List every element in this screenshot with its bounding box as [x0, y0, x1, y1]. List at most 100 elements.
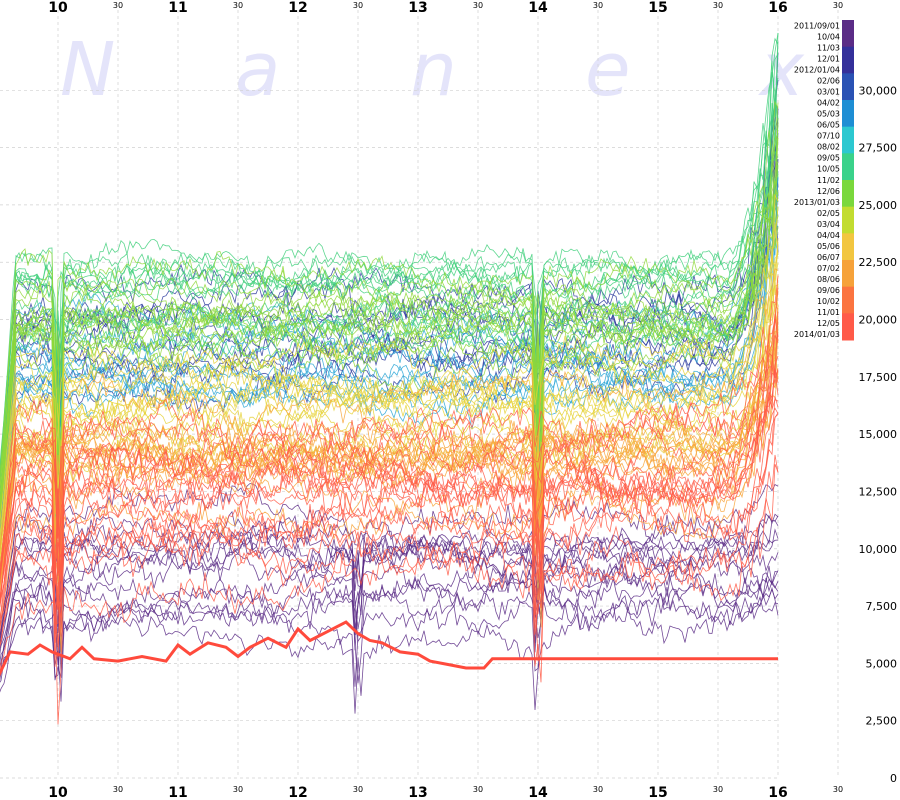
legend-color-swatch [842, 126, 854, 154]
series-line [0, 407, 779, 659]
series-layer [0, 32, 779, 725]
legend-label: 2012/01/04 [794, 65, 840, 74]
x-axis-top: 10 11 12 13 14 15 16 30 30 30 30 30 30 30 [48, 0, 843, 16]
y-tick-label: 12,500 [859, 485, 898, 498]
series-line [0, 274, 779, 583]
legend-label: 11/02 [817, 176, 840, 185]
series-line [0, 193, 779, 537]
legend-label: 10/04 [817, 32, 840, 41]
legend-label: 06/05 [817, 121, 840, 130]
x-tick-label-bottom: 10 [48, 785, 68, 800]
series-line [0, 206, 779, 549]
legend-label: 12/06 [817, 187, 840, 196]
series-line [0, 367, 779, 637]
series-line [0, 253, 779, 548]
series-line [0, 371, 779, 653]
legend-label: 06/07 [817, 253, 840, 262]
x-tick-label-top: 12 [288, 0, 307, 16]
series-line [0, 222, 779, 526]
legend-label: 2013/01/03 [794, 198, 840, 207]
x-half-tick-bottom: 30 [833, 785, 843, 794]
x-half-tick-top: 30 [473, 1, 483, 10]
y-tick-label: 7,500 [866, 600, 898, 613]
x-tick-label-top: 11 [168, 0, 187, 16]
x-half-tick-top: 30 [593, 1, 603, 10]
series-line [0, 328, 779, 581]
series-line [0, 340, 779, 591]
series-line [0, 316, 779, 585]
series-line [0, 463, 779, 725]
x-half-tick-top: 30 [353, 1, 363, 10]
series-line [0, 275, 779, 575]
series-line [0, 331, 779, 572]
x-tick-label-bottom: 11 [168, 785, 187, 800]
x-tick-label-top: 16 [768, 0, 787, 16]
x-tick-label-top: 15 [648, 0, 667, 16]
series-line [0, 313, 779, 576]
series-line [0, 262, 779, 558]
y-axis-right: 0 2,500 5,000 7,500 10,000 12,500 15,000 17,500… [859, 84, 898, 785]
legend-label: 03/01 [817, 87, 840, 96]
x-tick-label-top: 10 [48, 0, 68, 16]
series-line [0, 108, 779, 517]
x-axis-bottom: 10 11 12 13 14 15 16 30 30 30 30 30 30 30 [48, 785, 843, 800]
legend-label: 2011/09/01 [794, 21, 840, 30]
series-line [0, 53, 779, 490]
legend-color-swatch [842, 286, 854, 314]
watermark-letter: x [758, 27, 805, 113]
legend-color-swatch [842, 73, 854, 101]
x-tick-label-top: 13 [408, 0, 427, 16]
legend-color-swatch [842, 20, 854, 48]
x-tick-label-top: 14 [528, 0, 548, 16]
series-line [0, 122, 779, 503]
x-half-tick-bottom: 30 [233, 785, 243, 794]
series-line [0, 161, 779, 516]
y-tick-label: 15,000 [859, 428, 898, 441]
series-line [0, 565, 779, 684]
series-line [0, 368, 779, 608]
legend-label: 11/01 [817, 308, 840, 317]
legend-label: 05/06 [817, 242, 840, 251]
x-half-tick-bottom: 30 [473, 785, 483, 794]
legend-label: 09/06 [817, 286, 840, 295]
legend-label: 08/02 [817, 143, 840, 152]
x-half-tick-top: 30 [713, 1, 723, 10]
series-line [0, 72, 779, 474]
x-tick-label-bottom: 12 [288, 785, 307, 800]
y-tick-label: 10,000 [859, 543, 898, 556]
series-line [0, 125, 779, 508]
series-line [0, 268, 779, 551]
series-line [0, 355, 779, 626]
series-line [0, 100, 779, 488]
series-line [0, 483, 779, 627]
x-tick-label-bottom: 15 [648, 785, 667, 800]
x-half-tick-bottom: 30 [353, 785, 363, 794]
legend-color-swatch [842, 180, 854, 208]
series-line [0, 134, 779, 478]
series-line [0, 192, 779, 508]
series-line [0, 347, 779, 604]
series-line [0, 41, 779, 489]
x-tick-label-bottom: 16 [768, 785, 787, 800]
legend-label: 05/03 [817, 110, 840, 119]
legend-label: 11/03 [817, 43, 840, 52]
series-line [0, 194, 779, 547]
legend-label: 10/05 [817, 165, 840, 174]
series-line [0, 533, 779, 646]
legend-label: 08/06 [817, 275, 840, 284]
series-line [0, 383, 779, 611]
watermark-letter: n [410, 27, 457, 113]
y-tick-label: 25,000 [859, 199, 898, 212]
series-line [0, 37, 779, 482]
series-line [0, 285, 779, 569]
legend-color-swatch [842, 233, 854, 261]
legend-color-swatch [842, 260, 854, 288]
y-tick-label: 0 [890, 772, 897, 785]
legend-label: 04/04 [817, 231, 840, 240]
series-line [0, 352, 779, 578]
series-line [0, 454, 779, 683]
legend-label: 07/02 [817, 264, 840, 273]
legend-label: 2014/01/03 [794, 330, 840, 339]
series-line [0, 588, 779, 702]
